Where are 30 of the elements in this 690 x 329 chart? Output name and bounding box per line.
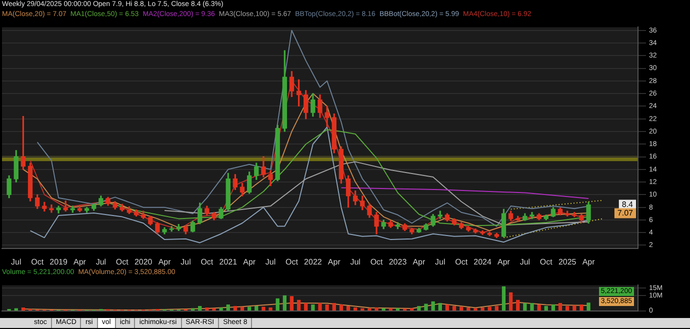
x-tick-label: Jul	[180, 257, 192, 266]
annotation: 8.4	[622, 200, 634, 209]
x-tick-label: Oct	[455, 257, 468, 266]
x-tick-label: Apr	[582, 257, 596, 266]
x-tick-label: Jul	[96, 257, 106, 266]
x-tick-label: Oct	[31, 257, 44, 266]
x-tick-label: Apr	[412, 257, 426, 266]
x-tick-label: Apr	[243, 257, 256, 266]
x-tick-label: Jul	[265, 257, 276, 266]
x-tick-label: 2019	[50, 257, 68, 266]
x-tick-label: Oct	[200, 257, 214, 266]
x-tick-label: Oct	[116, 257, 130, 266]
x-tick-label: 2021	[219, 257, 238, 266]
x-tick-label: Jul	[350, 257, 361, 266]
x-tick-label: 2025	[558, 257, 577, 266]
x-tick-label: Oct	[286, 257, 299, 266]
x-tick-label: Apr	[74, 257, 86, 266]
x-tick-label: Jul	[435, 257, 446, 266]
annotation: 7.07	[617, 208, 634, 218]
x-tick-label: Jul	[11, 257, 22, 266]
x-tick-label: 2022	[304, 257, 322, 266]
x-tick-label: 2024	[474, 257, 492, 266]
x-tick-label: 2020	[134, 257, 153, 266]
x-tick-label: Jul	[520, 257, 530, 266]
x-tick-label: Apr	[328, 257, 341, 266]
x-tick-label: Oct	[540, 257, 554, 266]
x-tick-label: Apr	[498, 257, 510, 266]
x-tick-label: 2023	[388, 257, 408, 266]
x-tick-label: Oct	[370, 257, 384, 266]
x-tick-label: Apr	[158, 257, 172, 266]
